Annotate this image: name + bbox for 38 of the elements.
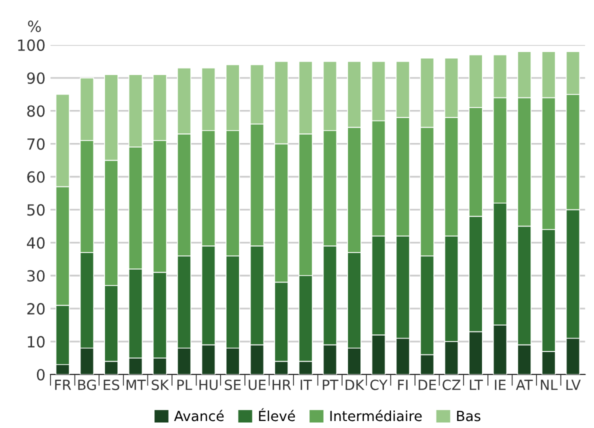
x-tick-label: FI: [398, 380, 408, 390]
x-tick-label: NL: [540, 380, 558, 390]
x-tick-label: DK: [346, 380, 364, 390]
x-tick-label: BG: [78, 380, 96, 390]
x-tick-label: HR: [272, 380, 291, 390]
x-tick-label: LT: [470, 380, 483, 390]
legend-label: Avancé: [174, 410, 224, 422]
y-tick-label: 40: [26, 237, 45, 249]
y-tick-label: 60: [27, 171, 45, 183]
x-tick-label: IE: [494, 380, 506, 390]
x-tick-label: MT: [126, 380, 146, 390]
legend-label: Élevé: [259, 408, 295, 422]
x-tick-label: ES: [104, 380, 120, 390]
x-tick-label: SK: [152, 380, 170, 390]
x-tick-label: CZ: [442, 380, 460, 390]
y-tick-label: 70: [27, 138, 45, 150]
x-tick-label: FR: [55, 380, 72, 390]
y-tick-label: 80: [27, 105, 45, 117]
x-tick-label: HU: [200, 380, 218, 390]
x-tick-label: IT: [300, 380, 312, 390]
x-tick-label: CY: [370, 380, 388, 390]
x-tick-label: AT: [516, 380, 533, 390]
x-tick-label: UE: [248, 380, 266, 390]
legend-label: Intermédiaire: [330, 410, 422, 422]
x-tick-label: PL: [177, 380, 192, 390]
x-tick-label: DE: [418, 380, 436, 390]
y-tick-label: 0: [36, 368, 45, 381]
y-tick-label: 50: [27, 204, 45, 216]
y-tick-label: 30: [27, 270, 45, 282]
y-tick-label: 90: [27, 72, 45, 84]
x-tick-label: LV: [566, 380, 581, 390]
x-tick-label: PT: [322, 380, 338, 390]
legend-label: Bas: [457, 410, 480, 422]
y-axis-title: %: [28, 20, 41, 32]
y-tick-label: 20: [27, 303, 45, 315]
x-tick-label: SE: [224, 380, 241, 390]
y-tick-label: 10: [28, 336, 45, 348]
y-tick-label: 100: [18, 39, 45, 51]
